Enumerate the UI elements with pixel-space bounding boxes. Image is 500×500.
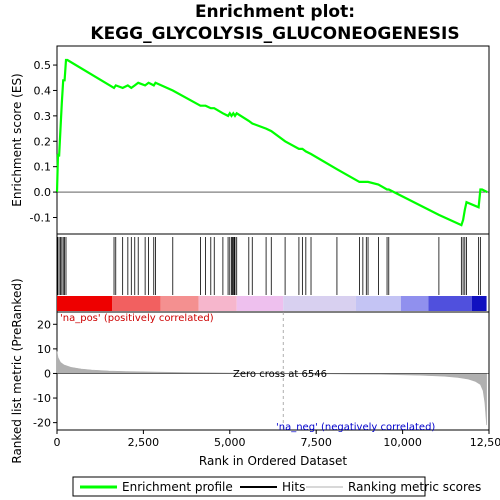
legend-label-enrichment: Enrichment profile — [122, 480, 233, 494]
es-tick-label: 0.5 — [34, 59, 52, 72]
axis-layer: -0.1 0.0 0.1 0.2 0.3 0.4 0.5 -20 -10 0 10 20 0 2,500 5… — [30, 59, 500, 449]
metric-tick-label: 20 — [37, 318, 51, 331]
ranking-metric-area — [56, 351, 487, 426]
x-tick-label: 5,000 — [214, 436, 246, 449]
heatbar-segment — [236, 296, 284, 311]
heatbar-segment — [355, 296, 401, 311]
negative-correlation-label: 'na_neg' (negatively correlated) — [276, 422, 435, 433]
heatbar-layer — [57, 296, 487, 311]
x-axis-label: Rank in Ordered Dataset — [199, 454, 347, 468]
es-series-line — [55, 58, 488, 227]
heatbar-segment — [57, 296, 113, 311]
legend: Enrichment profile Hits Ranking metric s… — [72, 476, 481, 497]
metric-layer — [56, 312, 489, 430]
hits-layer — [57, 237, 481, 295]
heatbar-segment — [283, 296, 356, 311]
legend-label-ranking: Ranking metric scores — [348, 480, 481, 494]
es-tick-label: 0.1 — [34, 161, 52, 174]
es-panel — [56, 45, 490, 235]
zero-cross-label: Zero cross at 6546 — [233, 369, 327, 380]
es-tick-label: 0.3 — [34, 110, 52, 123]
x-tick-label: 12,500 — [470, 436, 500, 449]
es-tick-label: 0.2 — [34, 135, 52, 148]
chart-title-line2: KEGG_GLYCOLYSIS_GLUCONEOGENESIS — [90, 24, 459, 44]
legend-label-hits: Hits — [282, 480, 305, 494]
es-tick-label: 0.4 — [34, 84, 52, 97]
heatbar-segment — [400, 296, 429, 311]
heatbar-segment — [112, 296, 161, 311]
x-tick-label: 10,000 — [383, 436, 422, 449]
heatbar-segment — [160, 296, 199, 311]
x-tick-label: 2,500 — [128, 436, 160, 449]
heatbar-segment — [428, 296, 472, 311]
es-layer — [55, 58, 489, 227]
x-tick-label: 7,500 — [300, 436, 332, 449]
metric-axis-label: Ranked list metric (PreRanked) — [10, 278, 24, 463]
metric-tick-label: 0 — [44, 367, 51, 380]
es-axis-label: Enrichment score (ES) — [10, 73, 24, 206]
es-tick-label: 0.0 — [34, 186, 52, 199]
es-tick-label: -0.1 — [30, 211, 51, 224]
x-tick-label: 0 — [54, 436, 61, 449]
positive-correlation-label: 'na_pos' (positively correlated) — [60, 313, 214, 324]
chart-title-line1: Enrichment plot: — [195, 2, 355, 22]
metric-tick-label: -10 — [33, 392, 51, 405]
metric-tick-label: 10 — [37, 343, 51, 356]
heatbar-segment — [198, 296, 237, 311]
metric-tick-label: -20 — [33, 417, 51, 430]
heatbar-segment — [471, 296, 487, 311]
